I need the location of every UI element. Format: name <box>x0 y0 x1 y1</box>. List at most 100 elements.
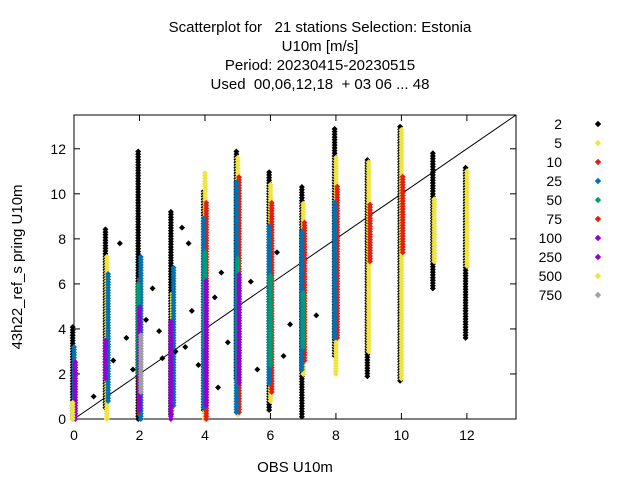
data-point <box>267 272 274 279</box>
data-point <box>298 184 305 191</box>
y-tick-label: 0 <box>58 411 66 427</box>
data-point <box>431 196 438 203</box>
data-point <box>90 393 97 400</box>
data-point <box>218 269 225 276</box>
data-point <box>135 281 142 288</box>
y-tick-label: 2 <box>58 366 66 382</box>
y-tick-label: 12 <box>50 141 66 157</box>
legend-label: 10 <box>546 154 562 170</box>
data-point <box>236 174 243 181</box>
data-point <box>300 200 307 207</box>
data-point <box>273 249 280 256</box>
data-point <box>167 208 174 215</box>
data-point <box>136 304 143 311</box>
legend-marker <box>594 177 602 185</box>
data-point <box>69 324 76 331</box>
data-point <box>69 399 76 406</box>
data-point <box>129 366 136 373</box>
x-tick-label: 12 <box>459 427 475 443</box>
data-point <box>266 223 273 230</box>
data-point <box>236 271 243 278</box>
data-point <box>266 169 273 176</box>
data-point <box>332 154 339 161</box>
data-point <box>170 264 177 271</box>
data-point <box>188 307 195 314</box>
data-point <box>399 173 406 180</box>
one-to-one-line <box>73 114 517 420</box>
data-point <box>233 179 240 186</box>
data-point <box>137 253 144 260</box>
legend-label: 500 <box>539 268 563 284</box>
legend-label: 2 <box>554 116 562 132</box>
data-point <box>254 366 261 373</box>
data-point <box>179 224 186 231</box>
plot-frame <box>73 114 517 420</box>
data-point <box>301 219 308 226</box>
data-point <box>71 343 77 350</box>
data-point <box>200 215 207 222</box>
data-point <box>298 228 305 235</box>
x-tick-label: 4 <box>201 427 209 443</box>
data-point <box>102 337 109 344</box>
legend-label: 75 <box>546 211 562 227</box>
chart-title-line-1: Scatterplot for 21 stations Selection: E… <box>168 19 472 36</box>
chart-title-line-3: Period: 20230415-20230515 <box>224 57 416 74</box>
data-point <box>215 384 222 391</box>
legend-label: 25 <box>546 173 562 189</box>
data-point <box>105 270 112 277</box>
legend-marker <box>594 215 602 223</box>
data-point <box>247 278 254 285</box>
legend-label: 100 <box>539 230 563 246</box>
data-point <box>429 150 436 157</box>
data-point <box>280 352 287 359</box>
y-tick-label: 8 <box>58 231 66 247</box>
x-axis-title: OBS U10m <box>257 459 333 476</box>
data-point <box>135 148 142 155</box>
data-point <box>366 201 373 208</box>
data-point <box>365 159 372 166</box>
x-tick-label: 2 <box>136 427 144 443</box>
data-point <box>185 240 192 247</box>
legend-marker <box>594 120 602 128</box>
legend-marker <box>594 234 602 242</box>
x-tick-label: 0 <box>70 427 78 443</box>
legend-label: 250 <box>539 249 563 265</box>
data-point <box>156 328 163 335</box>
data-point <box>116 240 123 247</box>
data-point <box>159 355 166 362</box>
data-point <box>233 148 240 155</box>
data-point <box>102 226 109 233</box>
legend-marker <box>594 196 602 204</box>
legend-marker <box>594 272 602 280</box>
data-point <box>182 343 189 350</box>
data-point <box>110 357 117 364</box>
x-tick-label: 10 <box>394 427 410 443</box>
data-point <box>287 321 294 328</box>
data-point <box>300 289 307 296</box>
legend-marker <box>594 139 602 147</box>
legend-marker <box>594 253 602 261</box>
data-point <box>201 249 208 256</box>
legend-label: 50 <box>546 192 562 208</box>
chart-title-line-2: U10m [m/s] <box>281 38 359 55</box>
legend-marker <box>594 291 602 299</box>
data-point <box>167 318 174 325</box>
data-point <box>195 361 202 368</box>
legend-marker <box>594 158 602 166</box>
data-point <box>203 278 210 285</box>
y-tick-label: 4 <box>58 321 66 337</box>
data-point <box>234 255 241 262</box>
data-point <box>268 199 275 206</box>
data-point <box>203 199 210 206</box>
data-point <box>143 316 150 323</box>
data-point <box>211 294 218 301</box>
data-point <box>331 199 338 206</box>
x-tick-label: 6 <box>267 427 275 443</box>
data-point <box>267 181 274 188</box>
data-point <box>149 285 156 292</box>
y-tick-label: 6 <box>58 276 66 292</box>
data-point <box>313 312 320 319</box>
legend-label: 5 <box>554 135 562 151</box>
data-point <box>172 348 179 355</box>
data-point <box>224 339 231 346</box>
